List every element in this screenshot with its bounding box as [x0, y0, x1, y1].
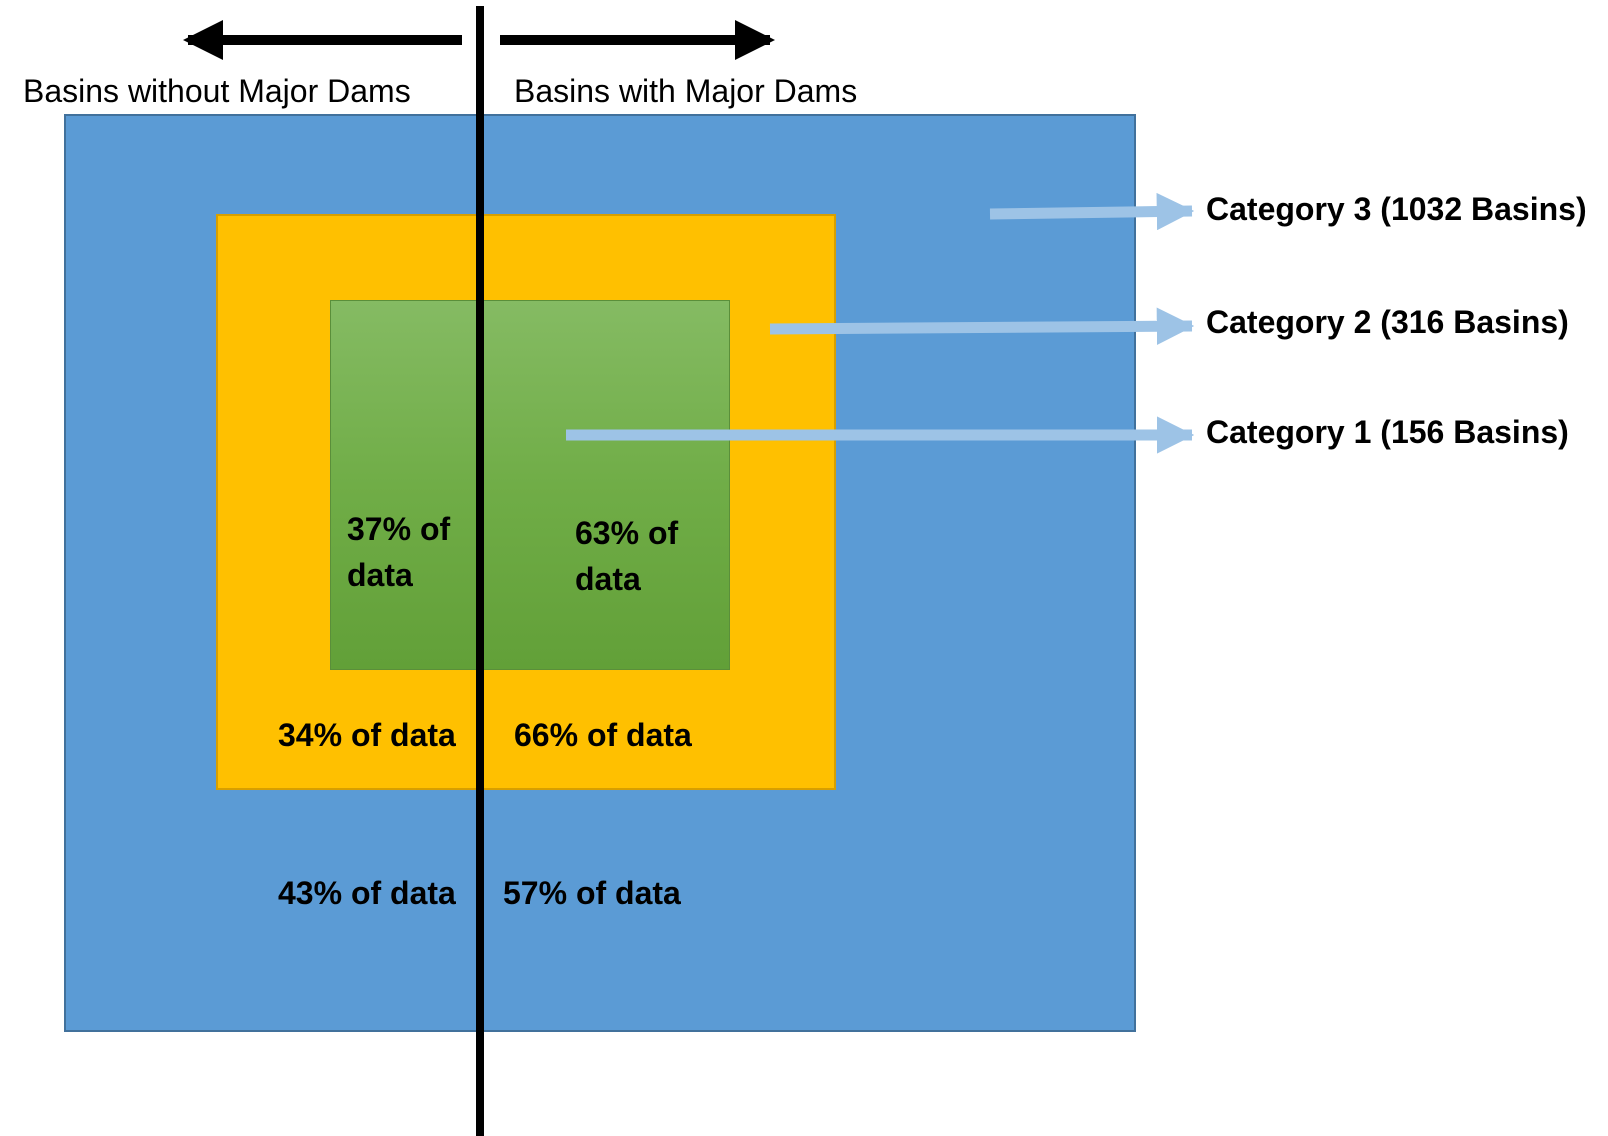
category-1-label: Category 1 (156 Basins) [1206, 414, 1569, 450]
category-3-left-percentage: 43% of data [278, 875, 456, 911]
category-3-pointer-arrow [989, 192, 1195, 231]
category-2-right-percentage: 66% of data [514, 717, 692, 753]
category-3-label: Category 3 (1032 Basins) [1206, 191, 1587, 227]
category-3-right-percentage: 57% of data [503, 875, 681, 911]
header-without-dams: Basins without Major Dams [23, 73, 411, 109]
category-2-label: Category 2 (316 Basins) [1206, 304, 1569, 340]
category-1-box [330, 300, 730, 670]
category-1-left-percentage: 37% of data [347, 511, 451, 593]
category-1-right-percentage: 63% of data [575, 515, 679, 597]
category-2-pointer-arrow [769, 307, 1195, 345]
header-with-dams: Basins with Major Dams [514, 73, 858, 109]
category-2-left-percentage: 34% of data [278, 717, 456, 753]
